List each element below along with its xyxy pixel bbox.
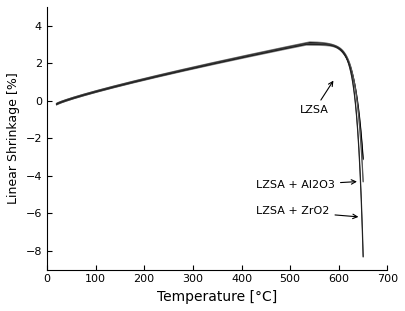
Y-axis label: Linear Shrinkage [%]: Linear Shrinkage [%] — [7, 72, 20, 204]
Text: LZSA + ZrO2: LZSA + ZrO2 — [256, 207, 357, 219]
Text: LZSA + Al2O3: LZSA + Al2O3 — [256, 180, 356, 190]
Text: LZSA: LZSA — [300, 81, 333, 115]
X-axis label: Temperature [°C]: Temperature [°C] — [157, 290, 277, 304]
